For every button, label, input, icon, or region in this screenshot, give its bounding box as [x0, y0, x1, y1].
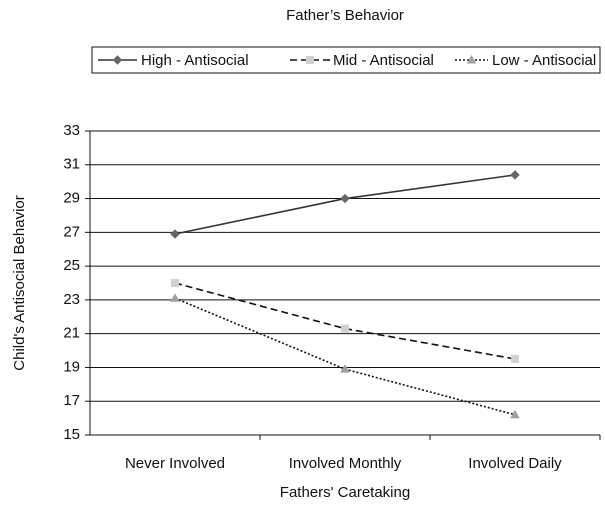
legend-box [91, 46, 601, 74]
chart-title: Father’s Behavior [286, 7, 404, 24]
data-point [511, 355, 519, 363]
x-tick-label: Never Involved [125, 455, 225, 472]
y-tick-label: 17 [63, 392, 80, 409]
y-tick-label: 19 [63, 358, 80, 375]
y-tick-label: 33 [63, 122, 80, 139]
data-point [171, 279, 179, 287]
data-point [170, 293, 180, 302]
legend-marker [466, 54, 477, 64]
data-point [340, 364, 350, 373]
x-tick-label: Involved Monthly [289, 455, 402, 472]
x-axis-label: Fathers' Caretaking [280, 484, 410, 501]
x-tick-label: Involved Daily [468, 455, 562, 472]
legend-label: Low - Antisocial [492, 52, 596, 69]
data-point [510, 409, 520, 419]
data-point [340, 193, 350, 204]
y-tick-label: 23 [63, 291, 80, 308]
data-point [170, 229, 180, 239]
y-tick-label: 21 [63, 325, 80, 342]
legend-label: Mid - Antisocial [333, 52, 434, 69]
y-tick-label: 25 [63, 257, 80, 274]
data-point [341, 324, 349, 333]
series-line [174, 174, 516, 235]
y-tick-label: 15 [63, 426, 80, 443]
legend-marker [306, 56, 314, 64]
y-tick-label: 29 [63, 190, 80, 207]
series-line [174, 282, 516, 360]
data-point [510, 170, 520, 180]
series-line [174, 297, 516, 416]
y-tick-label: 31 [63, 156, 80, 173]
y-tick-label: 27 [63, 223, 80, 240]
y-axis-label: Child's Antisocial Behavior [11, 195, 28, 370]
legend-label: High - Antisocial [141, 52, 249, 69]
legend-marker [112, 55, 123, 65]
